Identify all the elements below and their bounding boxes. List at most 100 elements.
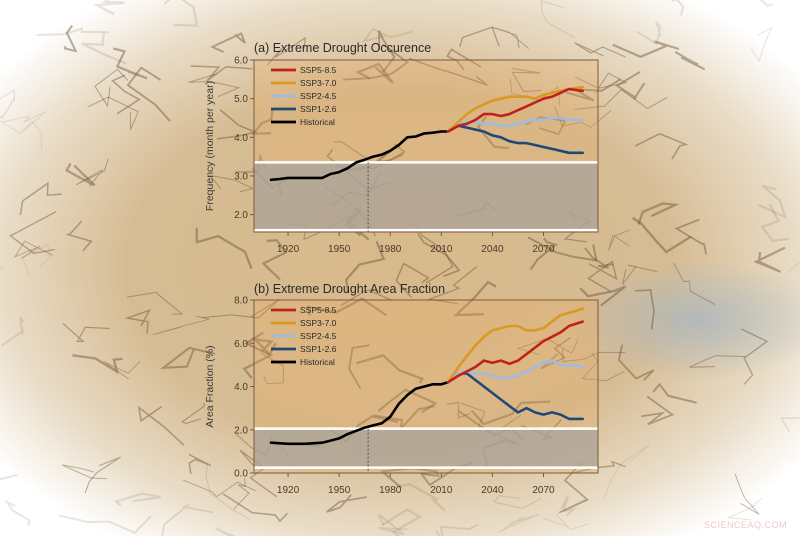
- crack-line: [58, 514, 152, 534]
- legend: SSP5-8.5 SSP3-7.0 SSP2-4.5 SSP1-2.6 Historic…: [271, 65, 337, 127]
- legend-label: SSP2-4.5: [300, 91, 337, 101]
- crack-line: [511, 67, 542, 93]
- y-tick-label: 6.0: [234, 56, 248, 67]
- crack-line: [612, 40, 680, 58]
- crack-line: [459, 26, 500, 48]
- crack-line: [0, 97, 16, 119]
- x-tick-label: 1920: [277, 485, 300, 496]
- crack-line: [632, 216, 692, 254]
- x-tick-label: 2010: [430, 244, 453, 255]
- crack-line: [446, 48, 482, 71]
- chart-a-drought-occurrence: (a) Extreme Drought Occurence Frequency (…: [204, 41, 599, 255]
- crack-line: [0, 316, 25, 347]
- crack-line: [408, 57, 488, 86]
- crack-line: [561, 348, 626, 363]
- crack-line: [689, 355, 746, 368]
- crack-line: [160, 346, 216, 369]
- crack-line: [634, 132, 689, 160]
- crack-line: [182, 479, 256, 498]
- crack-line: [753, 246, 786, 273]
- crack-line: [671, 0, 685, 16]
- crack-line: [617, 344, 655, 381]
- crack-line: [529, 237, 559, 271]
- y-tick-label: 2.0: [234, 210, 248, 221]
- crack-line: [84, 456, 121, 494]
- crack-line: [603, 444, 650, 499]
- legend-label: Historical: [300, 357, 335, 367]
- legend-label: SSP2-4.5: [300, 331, 337, 341]
- crack-line: [355, 62, 394, 84]
- crack-line: [787, 261, 800, 273]
- crack-line: [674, 50, 706, 71]
- crack-line: [615, 71, 646, 100]
- legend-label: SSP1-2.6: [300, 104, 337, 114]
- crack-line: [114, 492, 161, 507]
- crack-line: [491, 26, 530, 49]
- crack-line: [112, 47, 148, 80]
- crack-line: [377, 388, 438, 414]
- crack-line: [251, 107, 274, 135]
- crack-line: [574, 72, 628, 93]
- crack-line: [579, 285, 627, 307]
- crack-line: [188, 73, 241, 98]
- x-tick-label: 2010: [430, 485, 453, 496]
- x-tick-label: 2070: [532, 485, 555, 496]
- crack-line: [124, 308, 152, 334]
- legend-label: Historical: [300, 117, 335, 127]
- series-line-historical: [269, 380, 450, 446]
- crack-line: [558, 460, 589, 514]
- y-tick-label: 8.0: [234, 296, 248, 307]
- crack-line: [637, 202, 680, 225]
- crack-line: [36, 27, 110, 37]
- crack-line: [356, 354, 425, 384]
- crack-line: [452, 280, 497, 317]
- crack-line: [608, 229, 631, 251]
- crack-line: [498, 513, 539, 533]
- crack-line: [188, 453, 212, 475]
- series-line-ssp2-4-5: [446, 359, 585, 384]
- crack-line: [554, 106, 612, 128]
- crack-line: [306, 297, 387, 317]
- crack-line: [216, 109, 258, 140]
- crack-line: [210, 32, 246, 53]
- x-tick-label: 2070: [532, 244, 555, 255]
- crack-line: [205, 463, 251, 521]
- crack-line: [760, 203, 789, 243]
- crack-line: [152, 315, 210, 336]
- crack-line: [348, 344, 370, 389]
- crack-line: [4, 499, 31, 526]
- crack-line: [233, 477, 250, 510]
- x-tick-label: 2040: [481, 485, 504, 496]
- crack-line: [345, 240, 386, 294]
- crack-line: [381, 508, 423, 536]
- crack-line: [574, 42, 626, 58]
- crack-line: [111, 74, 141, 115]
- legend: SSP5-8.5 SSP3-7.0 SSP2-4.5 SSP1-2.6 Historic…: [271, 305, 337, 367]
- crack-line: [470, 400, 551, 426]
- crack-line: [65, 220, 93, 252]
- crack-line: [87, 96, 139, 130]
- crack-line: [137, 405, 185, 446]
- crack-line: [75, 158, 109, 187]
- crack-line: [340, 289, 393, 307]
- crack-line: [750, 26, 773, 63]
- crack-line: [726, 497, 762, 521]
- crack-line: [94, 68, 129, 108]
- crack-line: [587, 260, 618, 292]
- crack-line: [636, 20, 662, 46]
- crack-line: [398, 483, 446, 512]
- crack-line: [544, 513, 590, 531]
- series-line-ssp5-8-5: [446, 87, 585, 133]
- crack-line: [161, 503, 214, 536]
- crack-line: [181, 402, 205, 425]
- series-line-ssp3-7-0: [446, 85, 585, 133]
- y-axis-label: Frequency (month per year): [204, 81, 216, 211]
- x-tick-label: 2040: [481, 244, 504, 255]
- crack-line: [435, 523, 479, 536]
- crack-line: [375, 143, 406, 164]
- crack-line: [673, 262, 716, 306]
- series-line-ssp1-2-6: [446, 124, 585, 155]
- crack-line: [378, 30, 396, 73]
- crack-line: [19, 181, 62, 216]
